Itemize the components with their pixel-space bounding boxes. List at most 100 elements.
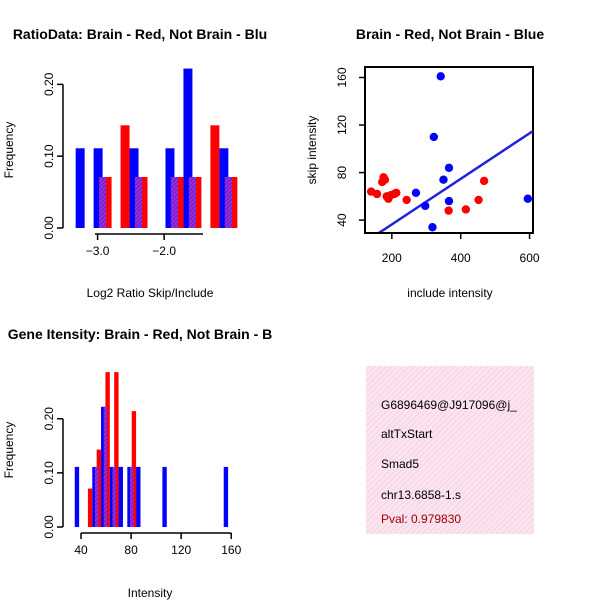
chart2-title: Brain - Red, Not Brain - Blue [356, 26, 544, 42]
chart3-bar-blue [74, 466, 80, 527]
chart2-point-red [444, 206, 453, 215]
chart1-bar-red [228, 177, 238, 228]
chart3-bar-red [96, 449, 102, 527]
chart2-y-tick-label: 80 [335, 166, 349, 180]
chart1-y-tick-label: 0.10 [42, 144, 56, 168]
info-event-type: altTxStart [381, 427, 433, 441]
chart2-point-red [380, 175, 390, 184]
chart3-bar-blue [92, 466, 97, 527]
ratio-histogram: RatioData: Brain - Red, Not Brain - Blu … [2, 26, 267, 300]
chart1-bar-blue [183, 68, 193, 229]
chart3-bars [74, 372, 229, 527]
chart2-point-blue [436, 72, 445, 81]
chart1-x-tick-label: −2.0 [152, 244, 176, 258]
chart3-bar-overlap [112, 466, 116, 527]
chart1-bar-blue [93, 148, 103, 228]
chart2-point-red [402, 195, 411, 205]
chart2-point-blue [444, 163, 454, 173]
chart2-point-red [372, 189, 382, 199]
chart3-axes: 0.00 0.10 0.20 40 80 120 160 [42, 407, 242, 557]
chart3-x-tick-label: 40 [74, 543, 88, 557]
intensity-histogram: Gene Itensity: Brain - Red, Not Brain - … [2, 326, 272, 600]
chart2-point-blue [428, 223, 437, 232]
chart3-bar-red [105, 372, 110, 527]
chart2-point-red [461, 205, 471, 214]
chart2-y-tick-label: 160 [335, 67, 349, 87]
chart1-y-tick-label: 0.00 [42, 216, 56, 240]
chart1-bar-red [174, 177, 184, 228]
info-location: chr13.6858-1.s [381, 488, 461, 502]
chart1-bar-overlap [170, 177, 179, 228]
chart1-xlabel: Log2 Ratio Skip/Include [87, 286, 214, 300]
chart3-title: Gene Itensity: Brain - Red, Not Brain - … [8, 326, 272, 342]
chart3-xlabel: Intensity [128, 586, 173, 600]
info-id-line: G6896469@J917096@j_ [381, 398, 517, 412]
chart2-x-tick-label: 400 [451, 251, 471, 265]
chart2-point-blue [444, 196, 454, 206]
chart3-bar-blue [162, 466, 167, 527]
chart3-x-tick-label: 160 [221, 543, 241, 557]
chart3-y-tick-label: 0.00 [42, 515, 56, 539]
chart1-y-tick-label: 0.20 [42, 72, 56, 96]
chart1-bar-blue [129, 148, 139, 228]
chart2-regression [378, 129, 533, 232]
chart1-bar-overlap [134, 177, 143, 228]
chart3-bar-blue [136, 466, 141, 527]
chart2-points [366, 72, 533, 232]
chart3-bar-blue [109, 466, 115, 527]
info-pval: Pval: 0.979830 [381, 512, 461, 526]
chart2-y-tick-label: 40 [335, 213, 349, 227]
chart1-bar-blue [75, 148, 85, 228]
chart1-bar-overlap [188, 177, 197, 228]
chart1-x-tick-label: −3.0 [86, 244, 110, 258]
chart3-bar-blue [101, 406, 106, 527]
chart3-bar-blue [118, 466, 123, 527]
info-gene: Smad5 [381, 457, 419, 471]
chart2-point-red [474, 195, 483, 205]
chart2-ylabel: skip intensity [305, 116, 319, 185]
chart2-point-blue [439, 175, 448, 184]
chart2-point-red [392, 188, 401, 197]
chart1-bar-red [138, 177, 148, 228]
chart3-bar-blue [127, 466, 132, 527]
chart1-ylabel: Frequency [2, 122, 16, 179]
chart2-y-tick-label: 120 [335, 115, 349, 135]
chart1-bar-red [210, 125, 220, 228]
chart1-bar-blue [219, 148, 229, 228]
chart1-bar-red [120, 125, 130, 228]
chart3-y-tick-label: 0.20 [42, 407, 56, 431]
chart1-bars [75, 68, 238, 229]
chart3-bar-red [114, 372, 119, 527]
chart1-bar-overlap [99, 177, 107, 228]
chart3-bar-overlap [94, 466, 99, 527]
chart1-bar-overlap [224, 177, 232, 228]
chart2-point-blue [429, 132, 439, 142]
intensity-scatter: Brain - Red, Not Brain - Blue 200 400 600 4… [305, 26, 544, 300]
chart1-bar-blue [165, 148, 175, 228]
chart2-x-tick-label: 200 [382, 251, 402, 265]
chart3-y-tick-label: 0.10 [42, 461, 56, 485]
chart2-frame [364, 66, 534, 234]
chart2-point-blue [421, 201, 430, 211]
chart1-axes: 0.00 0.10 0.20 −3.0 −2.0 [42, 72, 203, 258]
chart2-regression-line [378, 129, 533, 232]
chart3-ylabel: Frequency [2, 422, 16, 479]
chart2-x-tick-label: 600 [520, 251, 540, 265]
chart3-bar-red [87, 488, 93, 527]
chart3-bar-red [131, 411, 137, 527]
chart1-bar-red [102, 177, 112, 228]
chart2-point-blue [411, 188, 421, 197]
chart2-xlabel: include intensity [407, 286, 492, 300]
chart1-title: RatioData: Brain - Red, Not Brain - Blu [13, 26, 267, 42]
chart3-bar-overlap [103, 406, 108, 527]
chart3-x-tick-label: 120 [171, 543, 191, 557]
chart1-bar-red [192, 177, 202, 228]
chart2-axes: 200 400 600 40 80 120 160 [335, 67, 540, 265]
chart3-bar-blue [223, 466, 229, 527]
chart2-point-blue [523, 194, 533, 203]
info-panel-background [366, 366, 534, 534]
chart3-x-tick-label: 80 [124, 543, 138, 557]
info-panel: G6896469@J917096@j_ altTxStart Smad5 chr… [366, 366, 534, 534]
chart2-point-red [479, 176, 489, 186]
